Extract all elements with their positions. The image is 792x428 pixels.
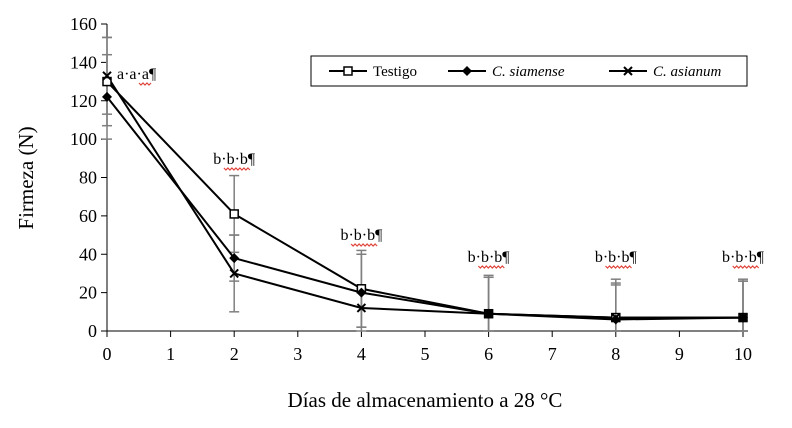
significance-label: a·a·a¶ — [117, 66, 157, 83]
x-marker-stroke — [611, 312, 621, 323]
error-bars — [102, 36, 748, 332]
x-marker-stroke — [102, 71, 112, 81]
x-marker-stroke — [356, 303, 367, 313]
legend-label: C. siamense — [492, 64, 565, 80]
significance-label: b·b·b¶ — [595, 249, 638, 266]
data-point-c-siamense — [102, 91, 112, 102]
series-line-c-asianum — [106, 75, 743, 319]
y-tick-label: 20 — [79, 283, 97, 303]
y-tick-label: 60 — [79, 206, 97, 226]
significance-label: b·b·b¶ — [340, 227, 383, 244]
data-point-c-asianum — [483, 309, 494, 319]
x-tick-label: 0 — [103, 344, 112, 364]
legend-marker — [623, 66, 633, 76]
legend-label: C. asianum — [653, 64, 722, 80]
spellcheck-underline — [223, 167, 251, 171]
significance-annotations: a·a·a¶ b·b·b¶ b·b·b¶ b·b·b¶ b·b·b¶ b·b·b¶ — [117, 66, 765, 269]
spellcheck-underline — [732, 265, 760, 269]
y-tick-label: 80 — [79, 168, 97, 188]
data-point-c-asianum — [356, 303, 367, 313]
y-tick-label: 140 — [70, 52, 97, 72]
spellcheck-underline — [138, 82, 152, 86]
x-marker-stroke — [623, 66, 633, 76]
series-line-c-siamense — [106, 96, 744, 321]
x-tick-label: 6 — [484, 344, 493, 364]
series-markers — [102, 71, 748, 325]
data-point-c-asianum — [102, 71, 112, 81]
legend-item-c-siamense: C. siamense — [448, 64, 565, 80]
legend-box — [310, 55, 748, 87]
y-tick-label: 120 — [70, 91, 97, 111]
data-point-c-asianum — [611, 312, 621, 323]
x-tick-label: 7 — [548, 344, 557, 364]
x-marker-stroke — [483, 309, 494, 319]
series-line-testigo — [106, 80, 743, 319]
x-tick-label: 3 — [293, 344, 302, 364]
spellcheck-underline — [605, 265, 632, 269]
legend-marker — [343, 66, 353, 76]
data-point-c-siamense — [610, 314, 621, 325]
data-point-c-siamense — [229, 253, 240, 264]
y-axis-title: Firmeza (N) — [14, 126, 38, 229]
legend-label: Testigo — [373, 64, 417, 80]
y-tick-label: 40 — [79, 244, 97, 264]
y-tick-label: 100 — [70, 129, 97, 149]
data-point-c-asianum — [229, 268, 239, 279]
x-marker-stroke — [229, 268, 239, 279]
x-tick-label: 4 — [357, 344, 366, 364]
data-point-testigo — [229, 209, 239, 219]
data-point-c-asianum — [738, 312, 748, 323]
x-axis-title: Días de almacenamiento a 28 °C — [288, 388, 563, 412]
x-tick-label: 2 — [230, 344, 239, 364]
legend-item-c-asianum: C. asianum — [609, 64, 722, 80]
y-tick-label: 160 — [70, 14, 97, 34]
x-tick-label: 10 — [734, 344, 752, 364]
data-point-testigo — [102, 76, 112, 87]
spellcheck-underline — [477, 265, 505, 269]
significance-label: b·b·b¶ — [722, 249, 765, 266]
spellcheck-underline — [350, 243, 378, 247]
x-tick-label: 8 — [611, 344, 620, 364]
legend: Testigo C. siamense C. asianum — [310, 55, 748, 87]
x-tick-label: 1 — [166, 344, 175, 364]
x-marker-stroke — [738, 312, 748, 323]
significance-label: b·b·b¶ — [468, 249, 511, 266]
axes: 0 20 40 60 80 100 120 140 160 0 1 2 3 4 5 6 7 8 9 10 — [70, 14, 752, 364]
data-point-c-siamense — [356, 287, 367, 298]
legend-item-testigo: Testigo — [329, 64, 417, 80]
legend-marker — [462, 66, 472, 76]
x-tick-label: 5 — [421, 344, 430, 364]
y-tick-label: 0 — [88, 321, 97, 341]
series-lines — [106, 75, 744, 321]
x-tick-label: 9 — [675, 344, 684, 364]
significance-label: b·b·b¶ — [213, 151, 256, 168]
